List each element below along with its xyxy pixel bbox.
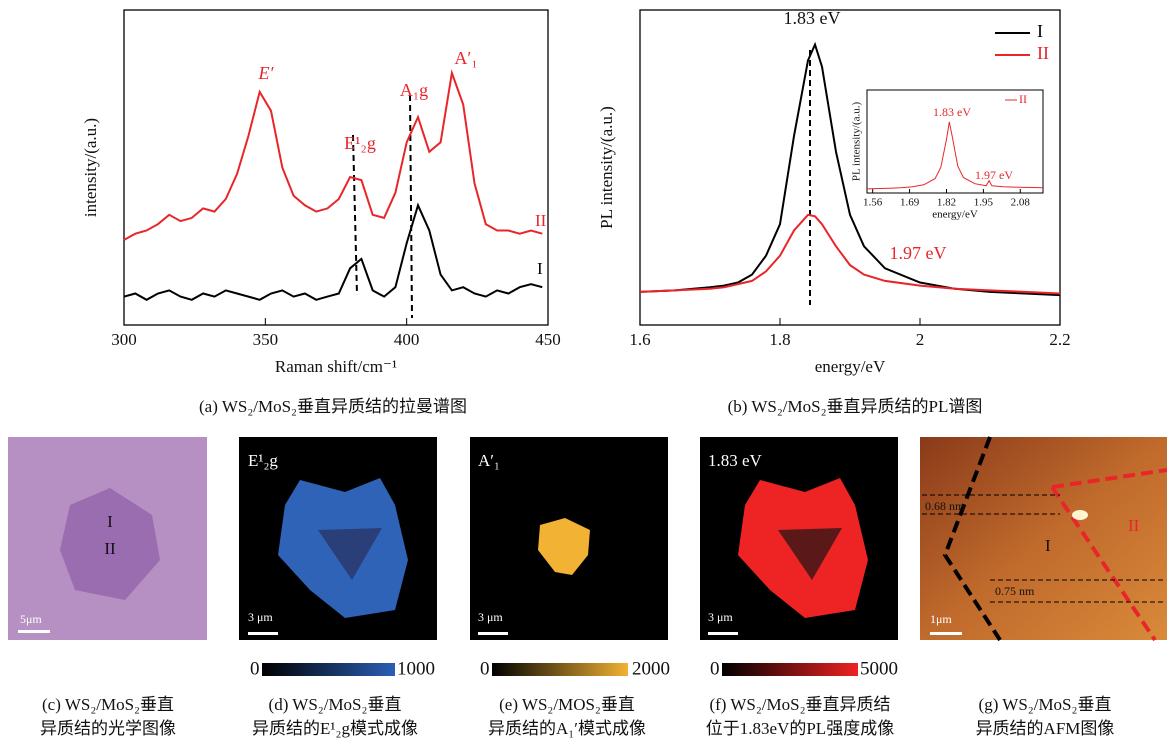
scale-text: 3 μm <box>248 610 273 624</box>
annotation: A₁g <box>400 80 428 100</box>
caption: (a) WS₂/MoS₂垂直异质结的拉曼谱图 <box>199 397 467 416</box>
colorbar-label: 5000 <box>860 658 898 679</box>
colorbar-label: 0 <box>710 658 720 679</box>
x-tick-label: 1.95 <box>974 197 994 209</box>
colorbar-label: 1000 <box>397 658 435 679</box>
caption: 位于1.83eV的PL强度成像 <box>706 719 894 738</box>
x-tick-label: 400 <box>394 330 420 349</box>
height-label: 0.68 nm <box>925 499 965 513</box>
x-tick-label: 2.2 <box>1049 330 1070 349</box>
legend-label: II <box>1037 43 1049 63</box>
flake-core <box>318 528 382 580</box>
y-axis-label: PL intensity/(a.u.) <box>597 106 616 229</box>
colorbar-label: 0 <box>250 658 260 679</box>
x-tick-label: 2.08 <box>1011 197 1031 209</box>
colorbar-label: 2000 <box>632 658 670 679</box>
series-line <box>123 202 543 301</box>
region-label: I <box>107 512 113 531</box>
annotation: E′ <box>258 63 275 83</box>
x-tick-label: 1.82 <box>937 197 956 209</box>
x-tick-label: 1.69 <box>900 197 920 209</box>
scale-bar <box>248 632 278 635</box>
series-line <box>123 69 543 241</box>
annotation: 1.83 eV <box>784 8 841 28</box>
map-label: E¹₂g <box>248 451 278 470</box>
afm-image <box>920 437 1167 640</box>
legend-label: I <box>537 259 543 278</box>
caption: (g) WS₂/MoS₂垂直 <box>979 695 1112 714</box>
scale-bar <box>708 632 738 635</box>
caption: (d) WS₂/MoS₂垂直 <box>269 695 402 714</box>
caption: (b) WS₂/MoS₂垂直异质结的PL谱图 <box>728 397 983 416</box>
region-label: II <box>104 539 116 558</box>
annotation: 1.97 eV <box>890 243 947 263</box>
x-tick-label: 2 <box>916 330 925 349</box>
x-tick-label: 1.8 <box>769 330 790 349</box>
edge <box>1051 468 1167 489</box>
legend-label: I <box>1037 21 1043 41</box>
series-line <box>639 41 1061 297</box>
plot-frame <box>123 9 549 326</box>
y-axis-label: PL intensity/(a.u.) <box>851 102 863 182</box>
peak-guide <box>409 94 413 319</box>
scale-bar <box>18 630 50 633</box>
x-axis-label: energy/eV <box>815 357 886 376</box>
caption: 异质结的A₁′模式成像 <box>488 719 646 738</box>
edge <box>1050 485 1157 642</box>
x-tick-label: 350 <box>253 330 279 349</box>
plot-frame <box>639 9 1061 326</box>
annotation: E¹₂g <box>344 133 376 153</box>
colorbar-label: 0 <box>480 658 490 679</box>
x-tick-label: 450 <box>535 330 561 349</box>
map-label: 1.83 eV <box>708 451 763 470</box>
scale-text: 3 μm <box>708 610 733 624</box>
legend-label: II <box>1019 92 1027 106</box>
caption: 异质结的光学图像 <box>40 719 176 738</box>
flake <box>538 518 590 575</box>
caption: 异质结的AFM图像 <box>976 719 1115 738</box>
height-label: 0.75 nm <box>995 584 1035 598</box>
colorbar <box>722 663 858 676</box>
x-tick-label: 1.6 <box>629 330 650 349</box>
flake-core <box>778 528 842 580</box>
caption: (f) WS₂/MoS₂垂直异质结 <box>709 695 890 714</box>
annotation: A′₁ <box>454 48 477 68</box>
caption: 异质结的E¹₂g模式成像 <box>252 719 418 738</box>
scale-text: 3 μm <box>478 610 503 624</box>
particle <box>1072 510 1088 520</box>
annotation: 1.97 eV <box>975 168 1013 182</box>
colorbar <box>262 663 395 676</box>
caption: (e) WS₂/MOS₂垂直 <box>499 695 635 714</box>
scale-text: 1μm <box>930 612 952 626</box>
flake <box>60 488 160 600</box>
y-axis-label: intensity/(a.u.) <box>81 118 100 217</box>
x-axis-label: Raman shift/cm⁻¹ <box>275 357 397 376</box>
peak-guide <box>352 134 358 296</box>
plot-frame <box>866 89 1044 194</box>
region-label: II <box>1128 516 1140 535</box>
annotation: 1.83 eV <box>933 105 971 119</box>
legend-label: II <box>535 211 547 230</box>
colorbar <box>492 663 628 676</box>
scale-text: 5μm <box>20 612 42 626</box>
map-label: A′₁ <box>478 451 500 470</box>
region-label: I <box>1045 536 1051 555</box>
series-line <box>866 121 1044 190</box>
series-line <box>639 213 1061 295</box>
x-axis-label: energy/eV <box>932 209 978 221</box>
inset-bg <box>867 90 1043 193</box>
edge <box>942 436 1002 642</box>
x-tick-label: 300 <box>111 330 137 349</box>
x-tick-label: 1.56 <box>863 197 883 209</box>
caption: (c) WS₂/MoS₂垂直 <box>42 695 174 714</box>
scale-bar <box>478 632 508 635</box>
scale-bar <box>930 632 962 635</box>
